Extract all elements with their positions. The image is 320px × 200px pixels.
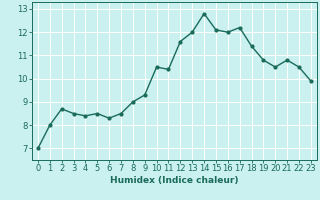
X-axis label: Humidex (Indice chaleur): Humidex (Indice chaleur) (110, 176, 239, 185)
